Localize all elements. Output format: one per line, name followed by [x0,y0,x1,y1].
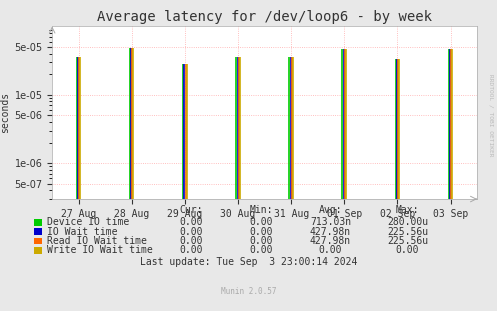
Text: 0.00: 0.00 [249,236,273,246]
Text: 713.03n: 713.03n [310,217,351,227]
Text: Read IO Wait time: Read IO Wait time [47,236,147,246]
Title: Average latency for /dev/loop6 - by week: Average latency for /dev/loop6 - by week [97,10,432,24]
Text: Min:: Min: [249,205,273,215]
Text: RRDTOOL / TOBI OETIKER: RRDTOOL / TOBI OETIKER [489,74,494,156]
Text: Munin 2.0.57: Munin 2.0.57 [221,287,276,296]
Text: Write IO Wait time: Write IO Wait time [47,245,153,255]
Text: 0.00: 0.00 [249,227,273,237]
Text: 427.98n: 427.98n [310,227,351,237]
Text: Last update: Tue Sep  3 23:00:14 2024: Last update: Tue Sep 3 23:00:14 2024 [140,257,357,267]
Text: 0.00: 0.00 [249,245,273,255]
Text: Avg:: Avg: [319,205,342,215]
Text: 427.98n: 427.98n [310,236,351,246]
Text: 0.00: 0.00 [249,217,273,227]
Text: 280.00u: 280.00u [387,217,428,227]
Text: 0.00: 0.00 [179,236,203,246]
Text: 0.00: 0.00 [179,217,203,227]
Text: Cur:: Cur: [179,205,203,215]
Text: 225.56u: 225.56u [387,236,428,246]
Text: Device IO time: Device IO time [47,217,129,227]
Y-axis label: seconds: seconds [0,92,10,133]
Text: 0.00: 0.00 [396,245,419,255]
Text: 225.56u: 225.56u [387,227,428,237]
Text: Max:: Max: [396,205,419,215]
Text: 0.00: 0.00 [319,245,342,255]
Text: 0.00: 0.00 [179,227,203,237]
Text: IO Wait time: IO Wait time [47,227,118,237]
Text: 0.00: 0.00 [179,245,203,255]
